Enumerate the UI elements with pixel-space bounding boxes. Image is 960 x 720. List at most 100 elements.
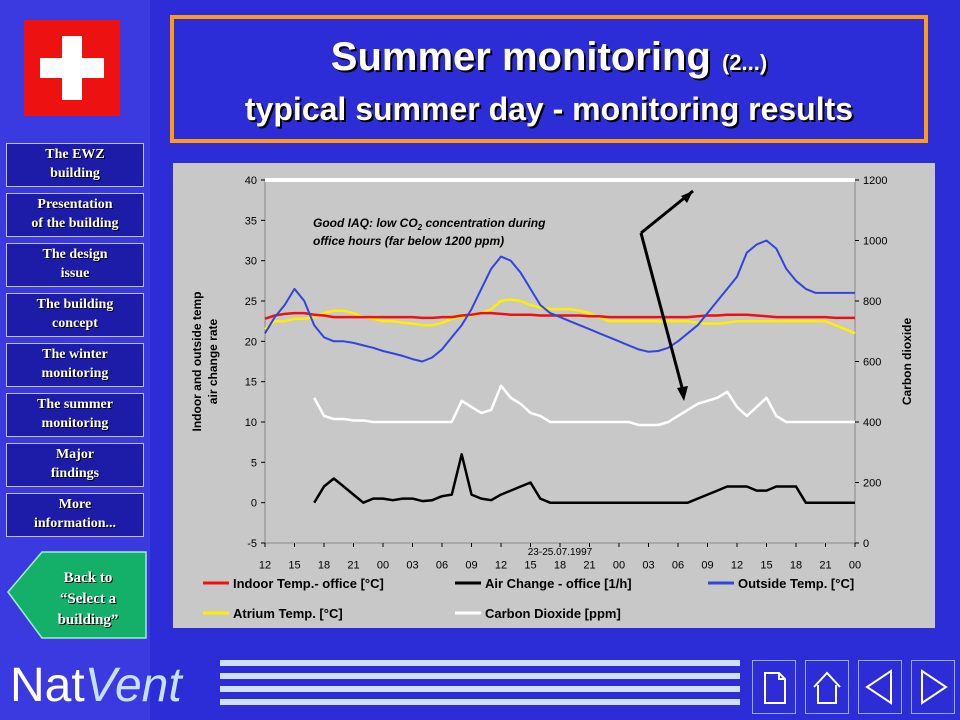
chart-panel: -5 0 5 10 15 20 25 30 35 40 0 200 400 600 800 1000 1200 1… — [173, 163, 935, 628]
annotation-subscript: 2 — [417, 223, 423, 232]
series-line-4 — [313, 384, 855, 427]
nav-ewz-building[interactable]: The EWZ building — [6, 143, 144, 187]
decor-stripe — [220, 673, 740, 679]
x-tick-label: 12 — [731, 559, 743, 571]
x-tick-label: 09 — [701, 559, 713, 571]
y-tick-label: 30 — [245, 256, 257, 268]
y-axis-label-line: air change rate — [206, 318, 220, 404]
title-box: Summer monitoring (2...) typical summer … — [170, 15, 928, 143]
y-tick-label: 5 — [251, 457, 257, 469]
x-axis-label: 23-25.07.1997 — [528, 547, 593, 558]
y-tick-label: 15 — [245, 377, 257, 389]
nav-label: The EWZ building — [45, 147, 105, 181]
x-tick-label: 06 — [672, 559, 684, 571]
annotation-arrowhead — [677, 386, 688, 401]
y-tick-label: 35 — [245, 215, 257, 227]
y-tick-label: 0 — [251, 498, 257, 510]
x-tick-label: 06 — [436, 559, 448, 571]
triangle-right-icon — [921, 669, 948, 705]
x-tick-label: 18 — [790, 559, 802, 571]
natvent-logo: NatVent — [10, 656, 182, 716]
y-axis-label: Indoor and outside temp air change rate — [190, 292, 220, 432]
nav-summer-monitoring[interactable]: The summer monitoring — [6, 393, 144, 437]
y-axis-label-line: Indoor and outside temp — [190, 292, 204, 432]
x-tick-label: 18 — [554, 559, 566, 571]
next-button[interactable] — [911, 660, 955, 714]
x-tick-label: 00 — [613, 559, 625, 571]
legend-label: Indoor Temp.- office [°C] — [233, 576, 384, 591]
nav-label: The winter monitoring — [41, 347, 109, 381]
decor-stripe — [220, 660, 740, 666]
document-icon — [764, 672, 786, 704]
decor-stripe — [220, 686, 740, 692]
document-button[interactable] — [752, 660, 796, 714]
home-button[interactable] — [805, 660, 849, 714]
y2-tick-label: 400 — [863, 417, 881, 429]
legend-label: Outside Temp. [°C] — [738, 576, 854, 591]
x-tick-label: 15 — [288, 559, 300, 571]
annotation-part: concentration during — [422, 216, 546, 230]
back-button[interactable]: Back to “Select a building” — [6, 550, 148, 644]
x-tick-label: 09 — [465, 559, 477, 571]
y2-tick-label: 600 — [863, 357, 881, 369]
x-tick-label: 15 — [760, 559, 772, 571]
annotation-text: Good IAQ: low CO2 concentration during — [313, 216, 546, 232]
nav-major-findings[interactable]: Major findings — [6, 443, 144, 487]
annotation-arrow — [639, 232, 686, 396]
nav-building-concept[interactable]: The building concept — [6, 293, 144, 337]
monitoring-chart: -505101520253035400200400600800100012001… — [190, 175, 914, 621]
y2-tick-label: 0 — [863, 538, 869, 550]
series-line-1 — [313, 453, 855, 504]
triangle-left-icon — [865, 669, 892, 705]
annotation-arrowhead — [681, 191, 693, 203]
y-tick-label: 10 — [245, 417, 257, 429]
logo-nat: Nat — [10, 659, 85, 712]
x-tick-label: 03 — [406, 559, 418, 571]
y2-axis-label: Carbon dioxide — [900, 318, 914, 406]
page-subtitle: typical summer day - monitoring results — [244, 91, 854, 127]
nav-winter-monitoring[interactable]: The winter monitoring — [6, 343, 144, 387]
title-suffix: (2...) — [721, 50, 768, 75]
nav-label: The building concept — [36, 297, 114, 331]
nav-label: Major findings — [50, 447, 100, 481]
back-label: Back to “Select a building” — [57, 570, 119, 628]
decor-stripe — [220, 699, 740, 705]
y2-tick-label: 1000 — [863, 236, 887, 248]
x-tick-label: 21 — [347, 559, 359, 571]
y-tick-label: 25 — [245, 296, 257, 308]
legend-label: Air Change - office [1/h] — [485, 576, 632, 591]
title-main: Summer monitoring — [330, 35, 711, 79]
annotation-part: Good IAQ: low CO — [313, 216, 418, 230]
swiss-flag-logo — [24, 20, 120, 116]
legend-label: Atrium Temp. [°C] — [233, 606, 343, 621]
nav-label: Presentation of the building — [31, 197, 119, 231]
back-arrow-icon — [7, 551, 147, 639]
series-line-2 — [264, 239, 855, 363]
page-title: Summer monitoring (2...) — [174, 35, 924, 85]
x-tick-label: 12 — [259, 559, 271, 571]
nav-design-issue[interactable]: The design issue — [6, 243, 144, 287]
annotation-text-line2: office hours (far below 1200 ppm) — [313, 234, 504, 248]
x-tick-label: 21 — [583, 559, 595, 571]
legend-label: Carbon Dioxide [ppm] — [485, 606, 621, 621]
x-tick-label: 21 — [819, 559, 831, 571]
x-tick-label: 00 — [849, 559, 861, 571]
y2-tick-label: 800 — [863, 296, 881, 308]
x-tick-label: 03 — [642, 559, 654, 571]
nav-label: The design issue — [42, 247, 108, 281]
nav-more-information[interactable]: More information... — [6, 493, 144, 537]
series-line-0 — [264, 311, 855, 320]
y2-tick-label: 200 — [863, 478, 881, 490]
x-tick-label: 12 — [495, 559, 507, 571]
x-tick-label: 00 — [377, 559, 389, 571]
nav-label: The summer monitoring — [37, 397, 113, 431]
x-tick-label: 18 — [318, 559, 330, 571]
home-icon — [813, 671, 841, 704]
previous-button[interactable] — [858, 660, 902, 714]
y-tick-label: 20 — [245, 336, 257, 348]
logo-vent: Vent — [84, 659, 182, 712]
nav-label: More information... — [33, 497, 117, 531]
nav-presentation-building[interactable]: Presentation of the building — [6, 193, 144, 237]
y-tick-label: 40 — [245, 175, 257, 187]
x-tick-label: 15 — [524, 559, 536, 571]
